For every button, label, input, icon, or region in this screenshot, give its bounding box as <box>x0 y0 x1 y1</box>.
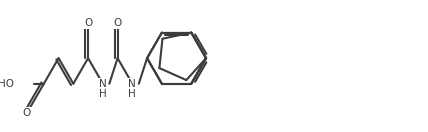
Text: H: H <box>128 89 136 99</box>
Text: HO: HO <box>0 79 15 89</box>
Text: O: O <box>23 108 31 118</box>
Text: H: H <box>99 89 107 99</box>
Text: O: O <box>84 18 92 28</box>
Text: N: N <box>99 79 107 89</box>
Text: O: O <box>113 18 122 28</box>
Text: N: N <box>128 79 136 89</box>
